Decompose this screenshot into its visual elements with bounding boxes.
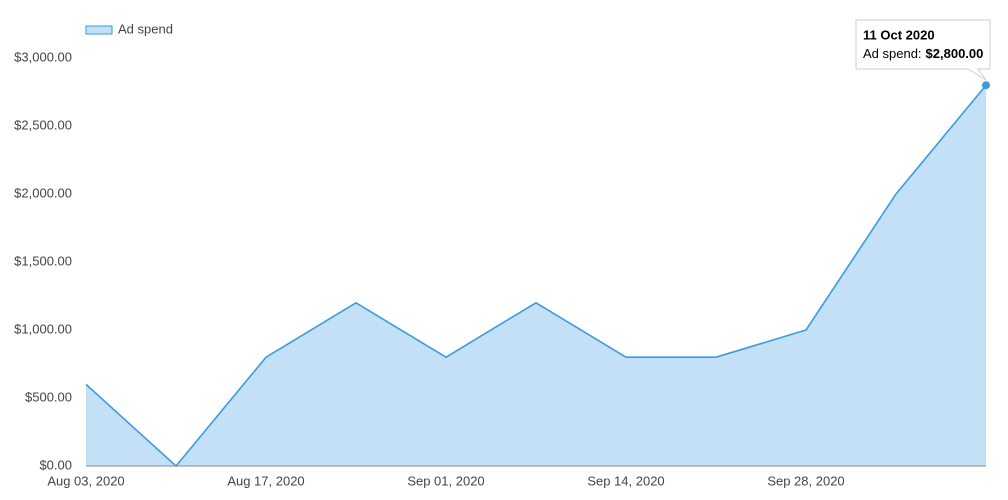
area-line: [85, 84, 987, 468]
y-tick-label: $2,000.00: [14, 185, 72, 200]
legend-label: Ad spend: [118, 21, 173, 36]
y-tick-label: $1,000.00: [14, 321, 72, 336]
y-tick-label: $1,500.00: [14, 253, 72, 268]
x-tick-label: Aug 17, 2020: [227, 473, 304, 488]
tooltip-box: [855, 19, 991, 81]
x-tick-label: Sep 14, 2020: [587, 473, 664, 488]
tooltip-body: Ad spend: $2,800.00: [863, 46, 983, 61]
y-tick-label: $500.00: [25, 389, 72, 404]
y-tick-label: $2,500.00: [14, 117, 72, 132]
y-tick-label: $3,000.00: [14, 49, 72, 64]
y-tick-label: $0.00: [39, 457, 72, 472]
legend-swatch: [85, 25, 113, 35]
x-tick-label: Aug 03, 2020: [47, 473, 124, 488]
tooltip-date: 11 Oct 2020: [863, 27, 935, 42]
highlight-point: [982, 81, 990, 90]
area-fill: [86, 85, 986, 466]
tooltip-series: Ad spend:: [863, 46, 922, 61]
tooltip-value: $2,800.00: [926, 46, 984, 61]
x-tick-label: Sep 01, 2020: [407, 473, 484, 488]
x-tick-label: Sep 28, 2020: [767, 473, 844, 488]
